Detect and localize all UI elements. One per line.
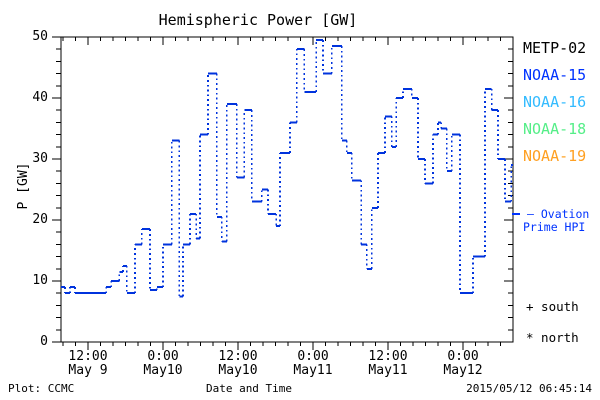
y-tick-label: 0 bbox=[40, 334, 48, 349]
x-tick-time-label: 12:00 bbox=[368, 349, 408, 364]
chart-title: Hemispheric Power [GW] bbox=[158, 11, 358, 29]
ovation-label-line1: — Ovation bbox=[527, 207, 590, 221]
x-tick-date-label: May11 bbox=[368, 363, 408, 378]
x-tick-time-label: 0:00 bbox=[447, 349, 479, 364]
plot-timestamp: 2015/05/12 06:45:14 bbox=[466, 382, 592, 395]
y-tick-label: 20 bbox=[32, 212, 48, 227]
legend-item-metp-02: METP-02 bbox=[523, 39, 587, 57]
x-axis-label: Date and Time bbox=[205, 382, 293, 395]
x-tick-date-label: May 9 bbox=[68, 363, 108, 378]
ovation-label-line2: Prime HPI bbox=[523, 220, 586, 234]
plot-credit-label: Plot: CCMC bbox=[8, 382, 75, 395]
legend-item-noaa-15: NOAA-15 bbox=[523, 66, 587, 84]
x-tick-time-label: 0:00 bbox=[297, 349, 329, 364]
x-tick-time-label: 12:00 bbox=[218, 349, 258, 364]
legend-item-noaa-18: NOAA-18 bbox=[523, 120, 587, 138]
legend-item-noaa-19: NOAA-19 bbox=[523, 147, 587, 165]
y-tick-label: 40 bbox=[32, 90, 48, 105]
x-tick-date-label: May10 bbox=[218, 363, 258, 378]
y-tick-label: 50 bbox=[32, 29, 48, 44]
south-marker-label: + south bbox=[526, 299, 579, 314]
north-marker-label: * north bbox=[526, 330, 579, 345]
x-tick-date-label: May11 bbox=[293, 363, 333, 378]
ovation-line-marker bbox=[512, 213, 520, 215]
x-tick-time-label: 0:00 bbox=[147, 349, 179, 364]
legend-item-noaa-16: NOAA-16 bbox=[523, 93, 587, 111]
x-tick-date-label: May12 bbox=[443, 363, 483, 378]
x-tick-date-label: May10 bbox=[143, 363, 183, 378]
y-tick-label: 30 bbox=[32, 151, 48, 166]
y-axis-label: P [GW] bbox=[16, 162, 32, 210]
x-tick-time-label: 12:00 bbox=[68, 349, 108, 364]
y-tick-label: 10 bbox=[32, 273, 48, 288]
